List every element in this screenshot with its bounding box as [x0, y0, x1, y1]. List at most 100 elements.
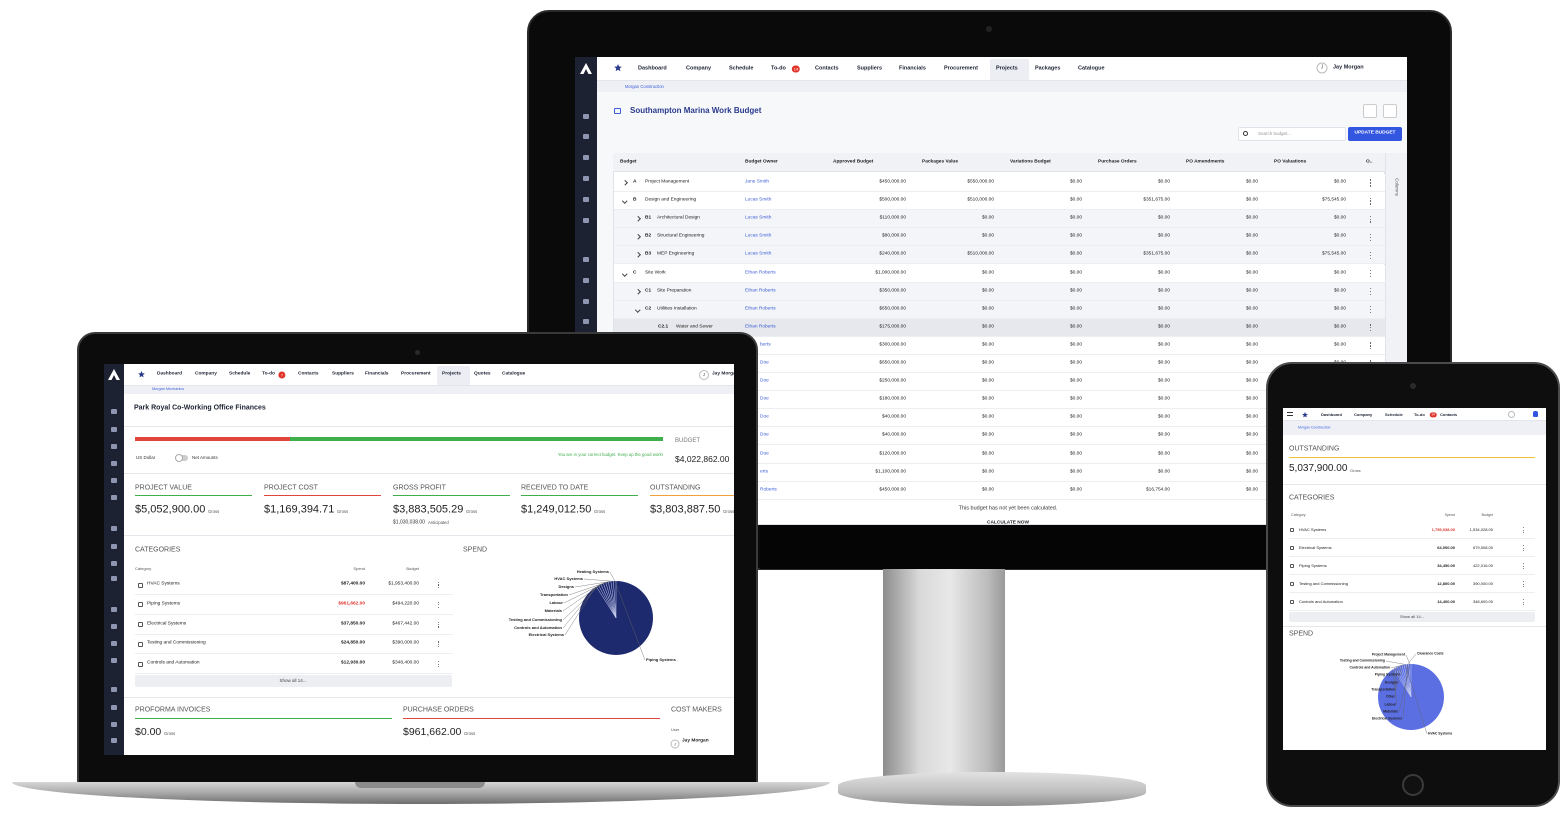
budget-name: Utilities Installation	[657, 306, 697, 312]
kebab-dot	[1523, 527, 1524, 529]
column-header: Packages Value	[922, 159, 959, 165]
pie-leader	[1405, 654, 1411, 665]
columns-tab: Columns	[1394, 178, 1400, 196]
budget-cell: $0.00	[1333, 270, 1346, 276]
category-budget: $467,442.00	[392, 621, 419, 627]
table-row	[614, 246, 1385, 265]
kebab-dot	[1370, 311, 1372, 314]
kebab-dot	[438, 584, 440, 586]
pie-leader	[564, 587, 596, 636]
pie-label: Labour	[549, 600, 563, 605]
budget-cell: $0.00	[1069, 179, 1082, 185]
kebab-dot	[1370, 348, 1372, 350]
breadcrumb-bar	[124, 386, 734, 394]
budget-cell: $110,000.00	[879, 215, 906, 221]
pie-label: Testing and Commissioning	[1339, 658, 1385, 663]
sidebar-icon	[111, 687, 117, 692]
budget-owner: Lucas Smith	[745, 215, 772, 221]
category-spend: $37,850.00	[340, 621, 365, 627]
budget-cell: $0.00	[1157, 215, 1170, 221]
kebab-dot	[1370, 239, 1372, 241]
update-button: UPDATE BUDGET	[1354, 130, 1396, 136]
budget-cell: $0.00	[1245, 414, 1258, 420]
category-name: Piping Systems	[147, 601, 181, 607]
category-header: Category	[135, 566, 152, 571]
budget-name: Design and Engineering	[645, 197, 697, 203]
category-spend: 1,759,038.00	[1431, 527, 1455, 532]
spend-pie	[562, 571, 653, 661]
breadcrumb: Morgan Construction	[1298, 425, 1331, 430]
kebab-dot	[438, 582, 440, 584]
category-row-line	[1289, 592, 1535, 593]
budget-label: BUDGET	[675, 438, 701, 444]
nav-item: Contacts	[298, 371, 319, 377]
kpi-underline	[650, 495, 734, 497]
column-header: Budget Owner	[745, 159, 778, 165]
kebab-dot	[438, 606, 440, 608]
nav-item: To-do	[771, 65, 786, 72]
column-header: PO Amendments	[1186, 159, 1225, 165]
category-spend: 64,000.00	[1437, 545, 1455, 550]
category-header: Spend	[1444, 513, 1455, 518]
table-row	[614, 481, 1385, 500]
budget-owner: Ethan Roberts	[745, 288, 776, 294]
kebab-dot	[1370, 360, 1372, 362]
pie-label: Electrical Systems	[528, 632, 564, 637]
kebab-dot	[438, 604, 440, 606]
budget-cell: $0.00	[1245, 251, 1258, 257]
category-header: Category	[1291, 513, 1306, 518]
budget-code: C2.1	[658, 324, 669, 330]
kpi-label: RECEIVED TO DATE	[521, 484, 589, 492]
budget-cell: $0.00	[1069, 378, 1082, 384]
kebab-dot	[1523, 603, 1524, 605]
budget-cell: $0.00	[1333, 179, 1346, 185]
kebab-dot	[1523, 545, 1524, 547]
show-all-button	[1289, 612, 1535, 622]
logo	[108, 369, 120, 380]
budget-name: Project Management	[645, 179, 690, 185]
budget-cell: $0.00	[1069, 432, 1082, 438]
budget-cell: $0.00	[981, 451, 994, 457]
pie-leader	[614, 580, 646, 661]
budget-cell: $0.00	[1245, 197, 1258, 203]
category-icon	[1290, 564, 1294, 568]
nav-item: Contacts	[815, 65, 839, 72]
kpi-underline	[135, 495, 252, 497]
category-row-line	[1289, 574, 1535, 575]
laptop-base	[12, 782, 830, 804]
budget-cell: $0.00	[1069, 324, 1082, 330]
pie-leader	[583, 578, 613, 582]
sidebar-icon	[111, 641, 117, 646]
budget-cell: $0.00	[1245, 396, 1258, 402]
budget-cell: $0.00	[1245, 324, 1258, 330]
category-row-line	[135, 633, 453, 635]
nav-active	[990, 59, 1029, 80]
nav-item: Suppliers	[332, 371, 354, 377]
search-box	[1238, 127, 1346, 141]
user-name: Jay Morgan	[1333, 64, 1364, 71]
kebab-dot	[1523, 531, 1524, 533]
budget-cell: $351,675.00	[1143, 251, 1170, 257]
budget-cell: $351,675.00	[1143, 197, 1170, 203]
pie-leader	[609, 571, 616, 582]
budget-cell: $0.00	[1069, 342, 1082, 348]
table-row	[614, 336, 1385, 355]
category-budget: $348,400.00	[392, 660, 419, 666]
budget-cell: $0.00	[1245, 179, 1258, 185]
category-spend: $87,400.00	[340, 581, 365, 587]
kpi-label: PROJECT VALUE	[135, 484, 192, 492]
nav-item: Dashboard	[1321, 412, 1342, 417]
logo-mark	[580, 63, 592, 74]
section-title: SPEND	[463, 546, 488, 554]
budget-owner: Doe	[760, 414, 769, 420]
star-icon	[1302, 411, 1308, 417]
sidebar-icon	[111, 624, 117, 629]
pie-leader	[574, 581, 610, 588]
budget-cell: $0.00	[981, 378, 994, 384]
todo-badge: 14	[1429, 412, 1437, 418]
kpi-value: $1,249,012.50	[521, 503, 592, 516]
tablet-home-button	[1402, 774, 1424, 796]
budget-cell: $0.00	[1069, 233, 1082, 239]
column-header: Variations Budget	[1010, 159, 1051, 165]
